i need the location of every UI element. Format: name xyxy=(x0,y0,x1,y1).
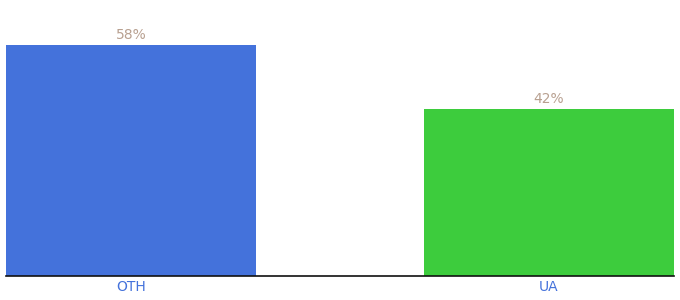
Bar xyxy=(5,45,256,276)
Text: 42%: 42% xyxy=(534,92,564,106)
Bar xyxy=(424,109,675,276)
Text: 58%: 58% xyxy=(116,28,146,42)
